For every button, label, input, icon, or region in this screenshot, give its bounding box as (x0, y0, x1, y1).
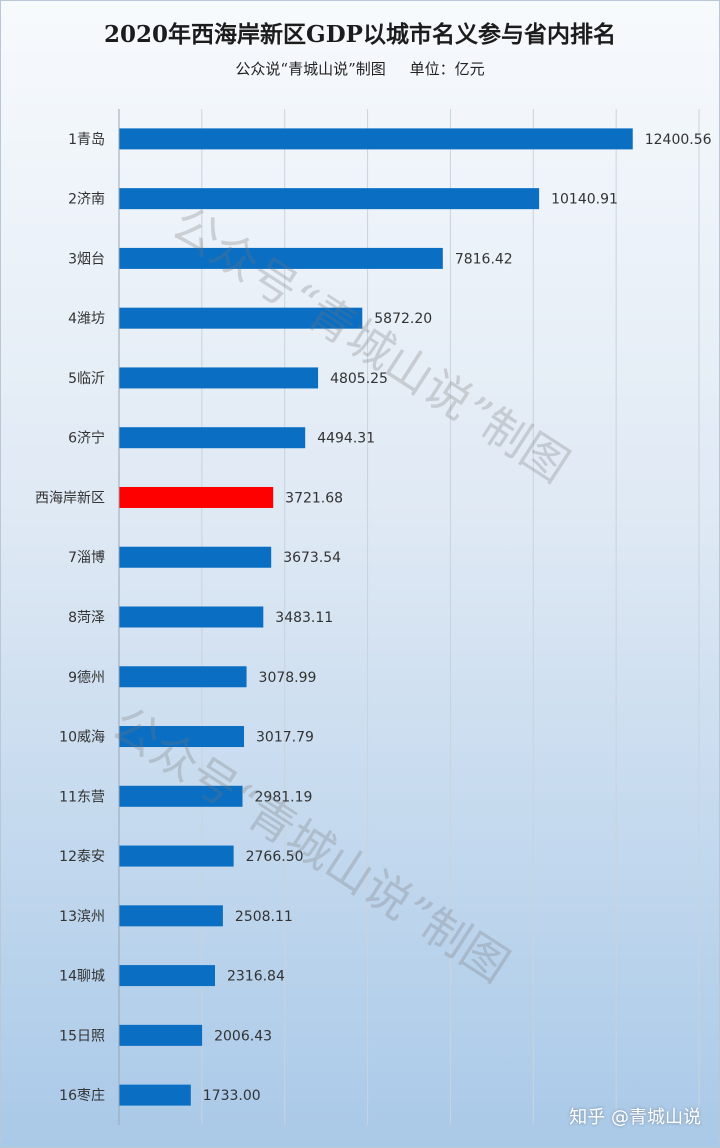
category-label: 11东营 (59, 789, 105, 805)
value-label: 3483.11 (275, 610, 333, 626)
value-label: 12400.56 (645, 132, 712, 148)
category-label: 西海岸新区 (35, 490, 105, 506)
bar (119, 905, 223, 927)
bar (119, 546, 272, 568)
value-label: 10140.91 (551, 192, 618, 208)
bar (119, 128, 633, 150)
bar (119, 486, 274, 508)
bar (119, 247, 443, 269)
bar (119, 367, 319, 389)
category-label: 3烟台 (68, 251, 105, 267)
value-label: 2006.43 (214, 1028, 272, 1044)
category-label: 2济南 (68, 192, 105, 208)
bar (119, 427, 306, 449)
category-label: 6济宁 (68, 430, 105, 447)
bar (119, 666, 247, 688)
category-label: 8菏泽 (68, 610, 105, 626)
bar (119, 1084, 191, 1106)
category-label: 7淄博 (68, 549, 105, 566)
bar (119, 606, 264, 628)
bar (119, 188, 540, 210)
category-label: 14聊城 (59, 969, 105, 985)
bar (119, 1024, 203, 1046)
bar (119, 845, 234, 867)
value-label: 1733.00 (203, 1088, 261, 1104)
category-label: 10威海 (59, 730, 105, 746)
chart-title: 2020年西海岸新区GDP以城市名义参与省内排名 (104, 21, 616, 48)
value-label: 7816.42 (455, 251, 513, 267)
value-label: 3673.54 (283, 550, 341, 566)
brand-label: 知乎 @青城山说 (569, 1107, 701, 1128)
bar (119, 307, 363, 329)
bar (119, 726, 245, 748)
category-label: 4潍坊 (68, 311, 105, 327)
value-label: 4805.25 (330, 371, 388, 387)
value-label: 2766.50 (246, 849, 304, 865)
value-label: 2316.84 (227, 969, 285, 985)
category-label: 16枣庄 (59, 1087, 105, 1104)
category-label: 5临沂 (68, 371, 105, 387)
category-label: 1青岛 (68, 132, 105, 148)
value-label: 2981.19 (255, 789, 313, 805)
category-label: 13滨州 (59, 909, 105, 925)
category-label: 9德州 (68, 670, 105, 686)
value-label: 3017.79 (256, 730, 314, 746)
bar (119, 785, 243, 807)
value-label: 4494.31 (317, 431, 375, 447)
value-label: 2508.11 (235, 909, 293, 925)
value-label: 3078.99 (259, 670, 317, 686)
category-label: 15日照 (59, 1028, 105, 1044)
bar (119, 965, 215, 987)
chart-subtitle: 公众说“青城山说”制图 单位：亿元 (235, 60, 485, 78)
value-label: 5872.20 (374, 311, 432, 327)
value-label: 3721.68 (285, 490, 343, 506)
category-label: 12泰安 (59, 849, 105, 865)
